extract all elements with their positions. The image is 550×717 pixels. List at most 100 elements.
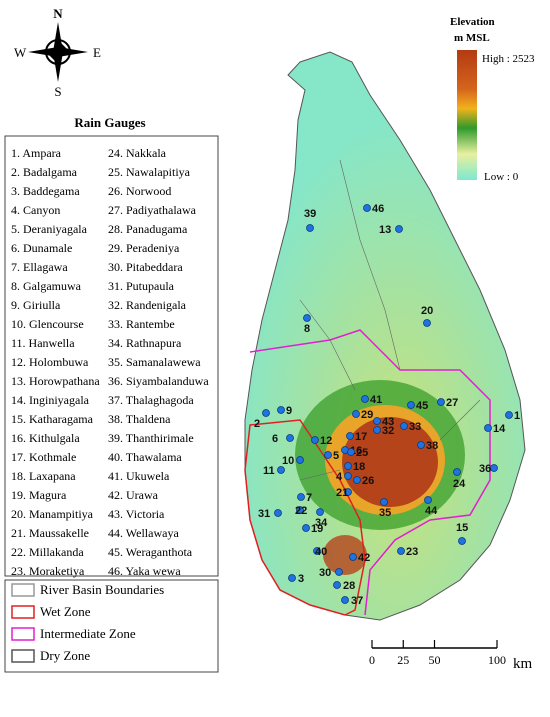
rain-gauge-marker bbox=[288, 574, 296, 582]
gauge-list-item: 33. Rantembe bbox=[108, 317, 175, 331]
rain-gauge-marker bbox=[344, 462, 352, 470]
rain-gauge-label: 40 bbox=[315, 546, 327, 558]
rain-gauge-marker bbox=[286, 434, 294, 442]
compass-s: S bbox=[54, 84, 61, 99]
rain-gauge-label: 33 bbox=[409, 421, 421, 433]
gauge-list-item: 35. Samanalawewa bbox=[108, 355, 201, 369]
rain-gauge-label: 34 bbox=[315, 517, 328, 529]
gauge-list-item: 20. Manampitiya bbox=[11, 507, 94, 521]
rain-gauge-label: 5 bbox=[333, 450, 339, 462]
zone-swatch bbox=[11, 649, 35, 663]
rain-gauge-marker bbox=[437, 398, 445, 406]
rain-gauge-label: 30 bbox=[319, 567, 331, 579]
elevation-title: Elevation bbox=[450, 16, 495, 28]
elevation-high: High : 2523 bbox=[482, 53, 535, 65]
gauge-list-item: 11. Hanwella bbox=[11, 336, 75, 350]
gauge-list-item: 38. Thaldena bbox=[108, 412, 171, 426]
rain-gauge-marker bbox=[274, 509, 282, 517]
rain-gauge-marker bbox=[407, 401, 415, 409]
gauge-list-item: 3. Baddegama bbox=[11, 184, 80, 198]
gauge-list-item: 19. Magura bbox=[11, 488, 67, 502]
elevation-legend: Elevation m MSL High : 2523 Low : 0 bbox=[450, 16, 535, 183]
scale-tick-label: 25 bbox=[397, 653, 409, 667]
rain-gauge-marker bbox=[424, 496, 432, 504]
rain-gauge-marker bbox=[395, 225, 403, 233]
gauge-list-item: 6. Dunamale bbox=[11, 241, 72, 255]
zone-legend-label: Wet Zone bbox=[40, 604, 91, 619]
rain-gauge-marker bbox=[344, 488, 352, 496]
gauge-list-item: 7. Ellagawa bbox=[11, 260, 68, 274]
rain-gauge-marker bbox=[347, 448, 355, 456]
gauge-list-item: 22. Millakanda bbox=[11, 545, 84, 559]
gauge-list-item: 42. Urawa bbox=[108, 488, 159, 502]
rain-gauge-label: 23 bbox=[406, 546, 418, 558]
rain-gauge-label: 42 bbox=[358, 552, 370, 564]
rain-gauge-label: 28 bbox=[343, 580, 355, 592]
rain-gauge-marker bbox=[341, 596, 349, 604]
gauge-list-item: 27. Padiyathalawa bbox=[108, 203, 197, 217]
zone-legend-box bbox=[4, 579, 219, 673]
gauge-list-item: 23. Moraketiya bbox=[11, 564, 85, 578]
rain-gauge-marker bbox=[349, 553, 357, 561]
rain-gauge-label: 19 bbox=[311, 523, 323, 535]
compass-e: E bbox=[93, 45, 101, 60]
wet-zone-boundary bbox=[244, 419, 366, 616]
rain-gauge-label: 10 bbox=[282, 455, 294, 467]
rain-gauge-label: 18 bbox=[353, 461, 365, 473]
rain-gauge-label: 9 bbox=[286, 405, 292, 417]
rain-gauge-label: 13 bbox=[379, 224, 391, 236]
rain-gauge-marker bbox=[352, 410, 360, 418]
rain-gauge-marker bbox=[380, 498, 388, 506]
gauge-list-item: 4. Canyon bbox=[11, 203, 60, 217]
gauge-list-item: 5. Deraniyagala bbox=[11, 222, 88, 236]
rain-gauge-marker bbox=[316, 508, 324, 516]
gauge-list-item: 31. Putupaula bbox=[108, 279, 175, 293]
rain-gauge-label: 32 bbox=[382, 425, 394, 437]
rain-gauge-label: 12 bbox=[320, 435, 332, 447]
rain-gauge-marker bbox=[277, 406, 285, 414]
gauge-list-item: 39. Thanthirimale bbox=[108, 431, 194, 445]
scale-unit: km bbox=[513, 656, 533, 672]
rain-gauge-label: 25 bbox=[356, 447, 368, 459]
gauge-list-item: 46. Yaka wewa bbox=[108, 564, 181, 578]
rain-gauge-marker bbox=[458, 537, 466, 545]
rain-gauge-marker bbox=[344, 472, 352, 480]
zone-swatch bbox=[11, 605, 35, 619]
rain-gauge-label: 46 bbox=[372, 203, 384, 215]
rain-gauge-label: 8 bbox=[304, 323, 310, 335]
gauge-list-item: 29. Peradeniya bbox=[108, 241, 180, 255]
gauge-list-item: 37. Thalaghagoda bbox=[108, 393, 194, 407]
zone-legend-label: Dry Zone bbox=[40, 648, 90, 663]
rain-gauge-label: 41 bbox=[370, 394, 382, 406]
rain-gauge-label: 35 bbox=[379, 507, 391, 519]
gauge-list-item: 8. Galgamuwa bbox=[11, 279, 82, 293]
gauge-list-item: 26. Norwood bbox=[108, 184, 171, 198]
gauge-list-item: 45. Weraganthota bbox=[108, 545, 193, 559]
gauge-list-item: 16. Kithulgala bbox=[11, 431, 80, 445]
gauge-list-item: 32. Randenigala bbox=[108, 298, 187, 312]
compass-w: W bbox=[14, 45, 27, 60]
rain-gauge-label: 11 bbox=[263, 465, 275, 477]
rain-gauge-marker bbox=[333, 581, 341, 589]
rain-gauge-label: 43 bbox=[382, 416, 394, 428]
rain-gauge-label: 22 bbox=[295, 505, 307, 517]
gauge-list-item: 44. Wellawaya bbox=[108, 526, 179, 540]
rain-gauge-label: 4 bbox=[336, 471, 343, 483]
rain-gauge-marker bbox=[361, 395, 369, 403]
gauge-list-item: 40. Thawalama bbox=[108, 450, 182, 464]
rain-gauge-marker bbox=[505, 411, 513, 419]
rain-gauge-marker bbox=[363, 204, 371, 212]
elevation-ramp bbox=[457, 50, 477, 180]
scale-tick-label: 0 bbox=[369, 653, 375, 667]
rain-gauge-marker bbox=[311, 436, 319, 444]
rain-gauge-label: 26 bbox=[362, 475, 374, 487]
island bbox=[244, 51, 526, 621]
rain-gauge-label: 2 bbox=[254, 418, 260, 430]
gauge-list-item: 28. Panadugama bbox=[108, 222, 188, 236]
gauge-list-item: 2. Badalgama bbox=[11, 165, 78, 179]
rain-gauge-marker bbox=[453, 468, 461, 476]
rain-gauge-marker bbox=[296, 506, 304, 514]
rain-gauge-label: 21 bbox=[336, 487, 348, 499]
gauge-list-item: 43. Victoria bbox=[108, 507, 165, 521]
